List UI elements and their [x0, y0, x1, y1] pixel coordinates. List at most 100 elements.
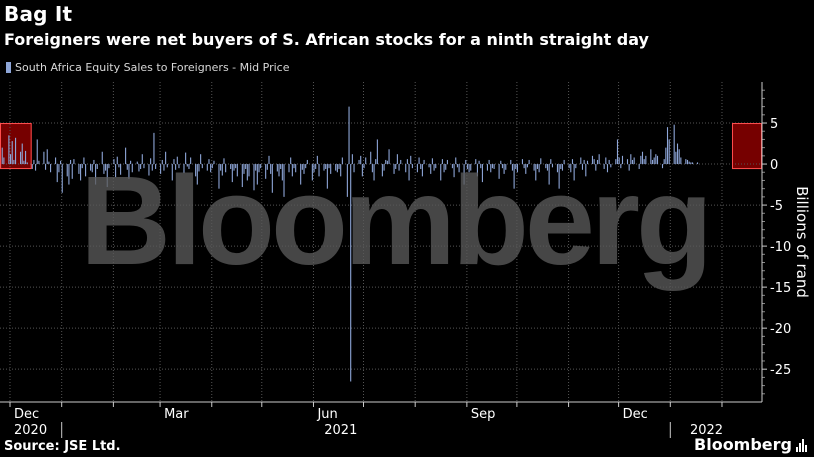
bars: [0, 106, 699, 382]
bar: [468, 164, 470, 173]
bar: [236, 164, 238, 177]
bar: [113, 159, 115, 165]
bar: [186, 164, 188, 167]
bar: [690, 162, 692, 165]
bar: [83, 157, 85, 165]
bar: [616, 139, 619, 165]
bar: [300, 164, 302, 185]
bar: [160, 164, 162, 174]
bar: [470, 164, 472, 171]
bar: [480, 164, 482, 169]
bar: [185, 152, 187, 165]
bar: [35, 164, 37, 171]
bar: [575, 164, 577, 169]
bar: [313, 164, 315, 173]
x-tick-label: Jun: [316, 407, 337, 422]
y-axis-label: Billions of rand: [793, 186, 811, 298]
bar: [666, 127, 669, 165]
x-year-label: 2021: [324, 423, 357, 438]
bar: [208, 159, 210, 165]
bar: [651, 159, 654, 165]
bar: [618, 157, 620, 165]
bar: [446, 159, 448, 165]
bar: [645, 155, 647, 165]
bar: [330, 164, 332, 174]
bar: [68, 164, 70, 185]
bar: [45, 164, 47, 170]
bar: [526, 164, 528, 168]
x-tick-label: Dec: [14, 407, 39, 422]
bar: [545, 164, 547, 169]
bar: [580, 157, 582, 165]
bar: [416, 164, 418, 173]
y-tick-label: -20: [770, 322, 791, 337]
bar: [385, 159, 387, 165]
bar: [183, 164, 185, 174]
bar: [688, 161, 690, 165]
bar: [95, 164, 97, 185]
bar: [195, 164, 197, 177]
bar: [130, 160, 132, 165]
bar: [126, 164, 128, 170]
bar: [381, 164, 383, 177]
bar: [301, 164, 303, 170]
bar: [615, 159, 617, 165]
bar: [21, 143, 23, 165]
bar: [171, 164, 173, 181]
bar: [200, 154, 202, 165]
bar: [291, 164, 293, 177]
bar: [25, 150, 27, 165]
bar: [433, 164, 435, 171]
bar: [188, 164, 190, 169]
bar: [423, 159, 425, 165]
bar: [351, 154, 353, 165]
bar: [223, 158, 225, 165]
bar: [571, 159, 574, 165]
highlight-region: [731, 123, 762, 170]
bar: [573, 164, 575, 181]
bar: [276, 164, 278, 172]
bar: [36, 139, 38, 165]
bar: [48, 161, 50, 165]
bar: [350, 164, 352, 382]
bar: [686, 159, 689, 165]
bar: [656, 155, 659, 165]
bar: [593, 159, 595, 165]
bar: [560, 164, 562, 169]
bar: [116, 156, 118, 165]
bar: [398, 164, 400, 171]
bar: [8, 135, 10, 165]
bar: [465, 159, 467, 165]
bar: [538, 164, 540, 173]
bar: [365, 157, 367, 165]
bar: [13, 159, 15, 165]
x-year-label: 2022: [690, 423, 723, 438]
bar: [500, 160, 502, 165]
bar: [375, 159, 377, 165]
bar: [165, 151, 167, 165]
bar: [1, 147, 3, 165]
bar: [255, 164, 257, 171]
bar: [316, 155, 318, 165]
bar: [581, 164, 584, 170]
bar: [620, 164, 622, 169]
bar: [663, 159, 665, 165]
bar: [491, 164, 493, 169]
bar: [400, 159, 402, 165]
bar: [533, 164, 535, 171]
bar: [441, 159, 443, 165]
bar: [411, 164, 413, 169]
bar: [161, 159, 163, 165]
bar: [626, 159, 629, 165]
bar: [466, 164, 468, 169]
bar: [61, 164, 63, 193]
bar: [551, 164, 554, 168]
bar: [221, 164, 223, 176]
bar: [603, 164, 605, 169]
bar: [248, 164, 250, 177]
bar: [230, 164, 232, 169]
bar: [326, 164, 328, 189]
bar: [271, 164, 273, 193]
